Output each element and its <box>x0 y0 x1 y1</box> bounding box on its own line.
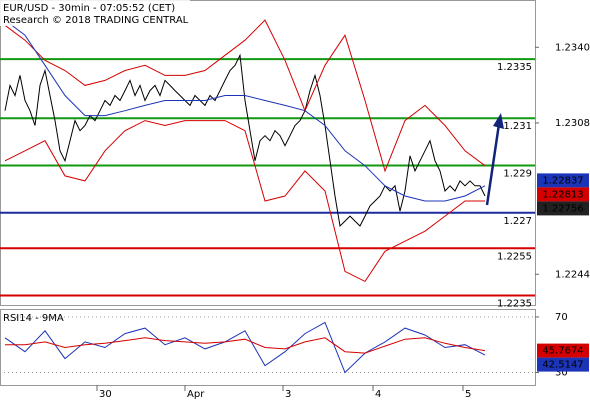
plot-layer: 1.2340 1.2308 1.2244 30 Apr 3 4 5 1.2335 1.231 1.2… <box>0 19 590 400</box>
title-bg <box>0 0 190 26</box>
value-tag <box>537 357 589 372</box>
level-label: 1.231 <box>503 121 532 132</box>
value-tag-label: 45.7674 <box>542 346 583 357</box>
value-tag-label: 42.5147 <box>542 360 583 371</box>
value-tag-label: 1.22756 <box>542 203 583 214</box>
rsi-title: RSI14 - 9MA <box>3 313 64 324</box>
chart-subtitle: Research © 2018 TRADING CENTRAL <box>3 15 189 26</box>
series-line <box>4 120 485 283</box>
y-tick-label: 1.2244 <box>555 269 590 280</box>
series-line <box>4 53 486 228</box>
x-tick-label: 4 <box>375 389 381 400</box>
value-tag <box>537 173 589 188</box>
x-tick-label: 5 <box>465 389 471 400</box>
y-tick-label: 1.2340 <box>555 42 590 53</box>
series-line <box>5 337 486 354</box>
value-tag-label: 1.22837 <box>542 175 583 186</box>
y-tick-label: 70 <box>555 312 568 323</box>
value-tag <box>537 201 589 216</box>
y-tick-label: 1.2308 <box>555 118 590 129</box>
y-tick-label: 30 <box>555 368 568 379</box>
x-tick-label: 30 <box>99 389 112 400</box>
value-tag <box>537 343 589 358</box>
value-tag-label: 1.22813 <box>542 189 583 200</box>
x-tick-label: 3 <box>285 389 291 400</box>
level-label: 1.2235 <box>497 299 532 310</box>
level-label: 1.229 <box>503 169 532 180</box>
value-tag <box>537 187 589 202</box>
forecast-arrowhead <box>493 113 504 129</box>
forecast-arrow <box>485 123 501 206</box>
level-label: 1.2335 <box>497 62 532 73</box>
level-label: 1.227 <box>503 216 532 227</box>
series-line <box>4 19 486 202</box>
level-label: 1.2255 <box>497 251 532 262</box>
x-tick-label: Apr <box>187 389 205 400</box>
rsi-panel <box>0 309 536 386</box>
series-line <box>4 321 486 374</box>
chart-title: EUR/USD - 30min - 07:05:52 (CET) <box>3 3 175 14</box>
series-line <box>4 19 486 173</box>
price-panel <box>0 0 536 306</box>
